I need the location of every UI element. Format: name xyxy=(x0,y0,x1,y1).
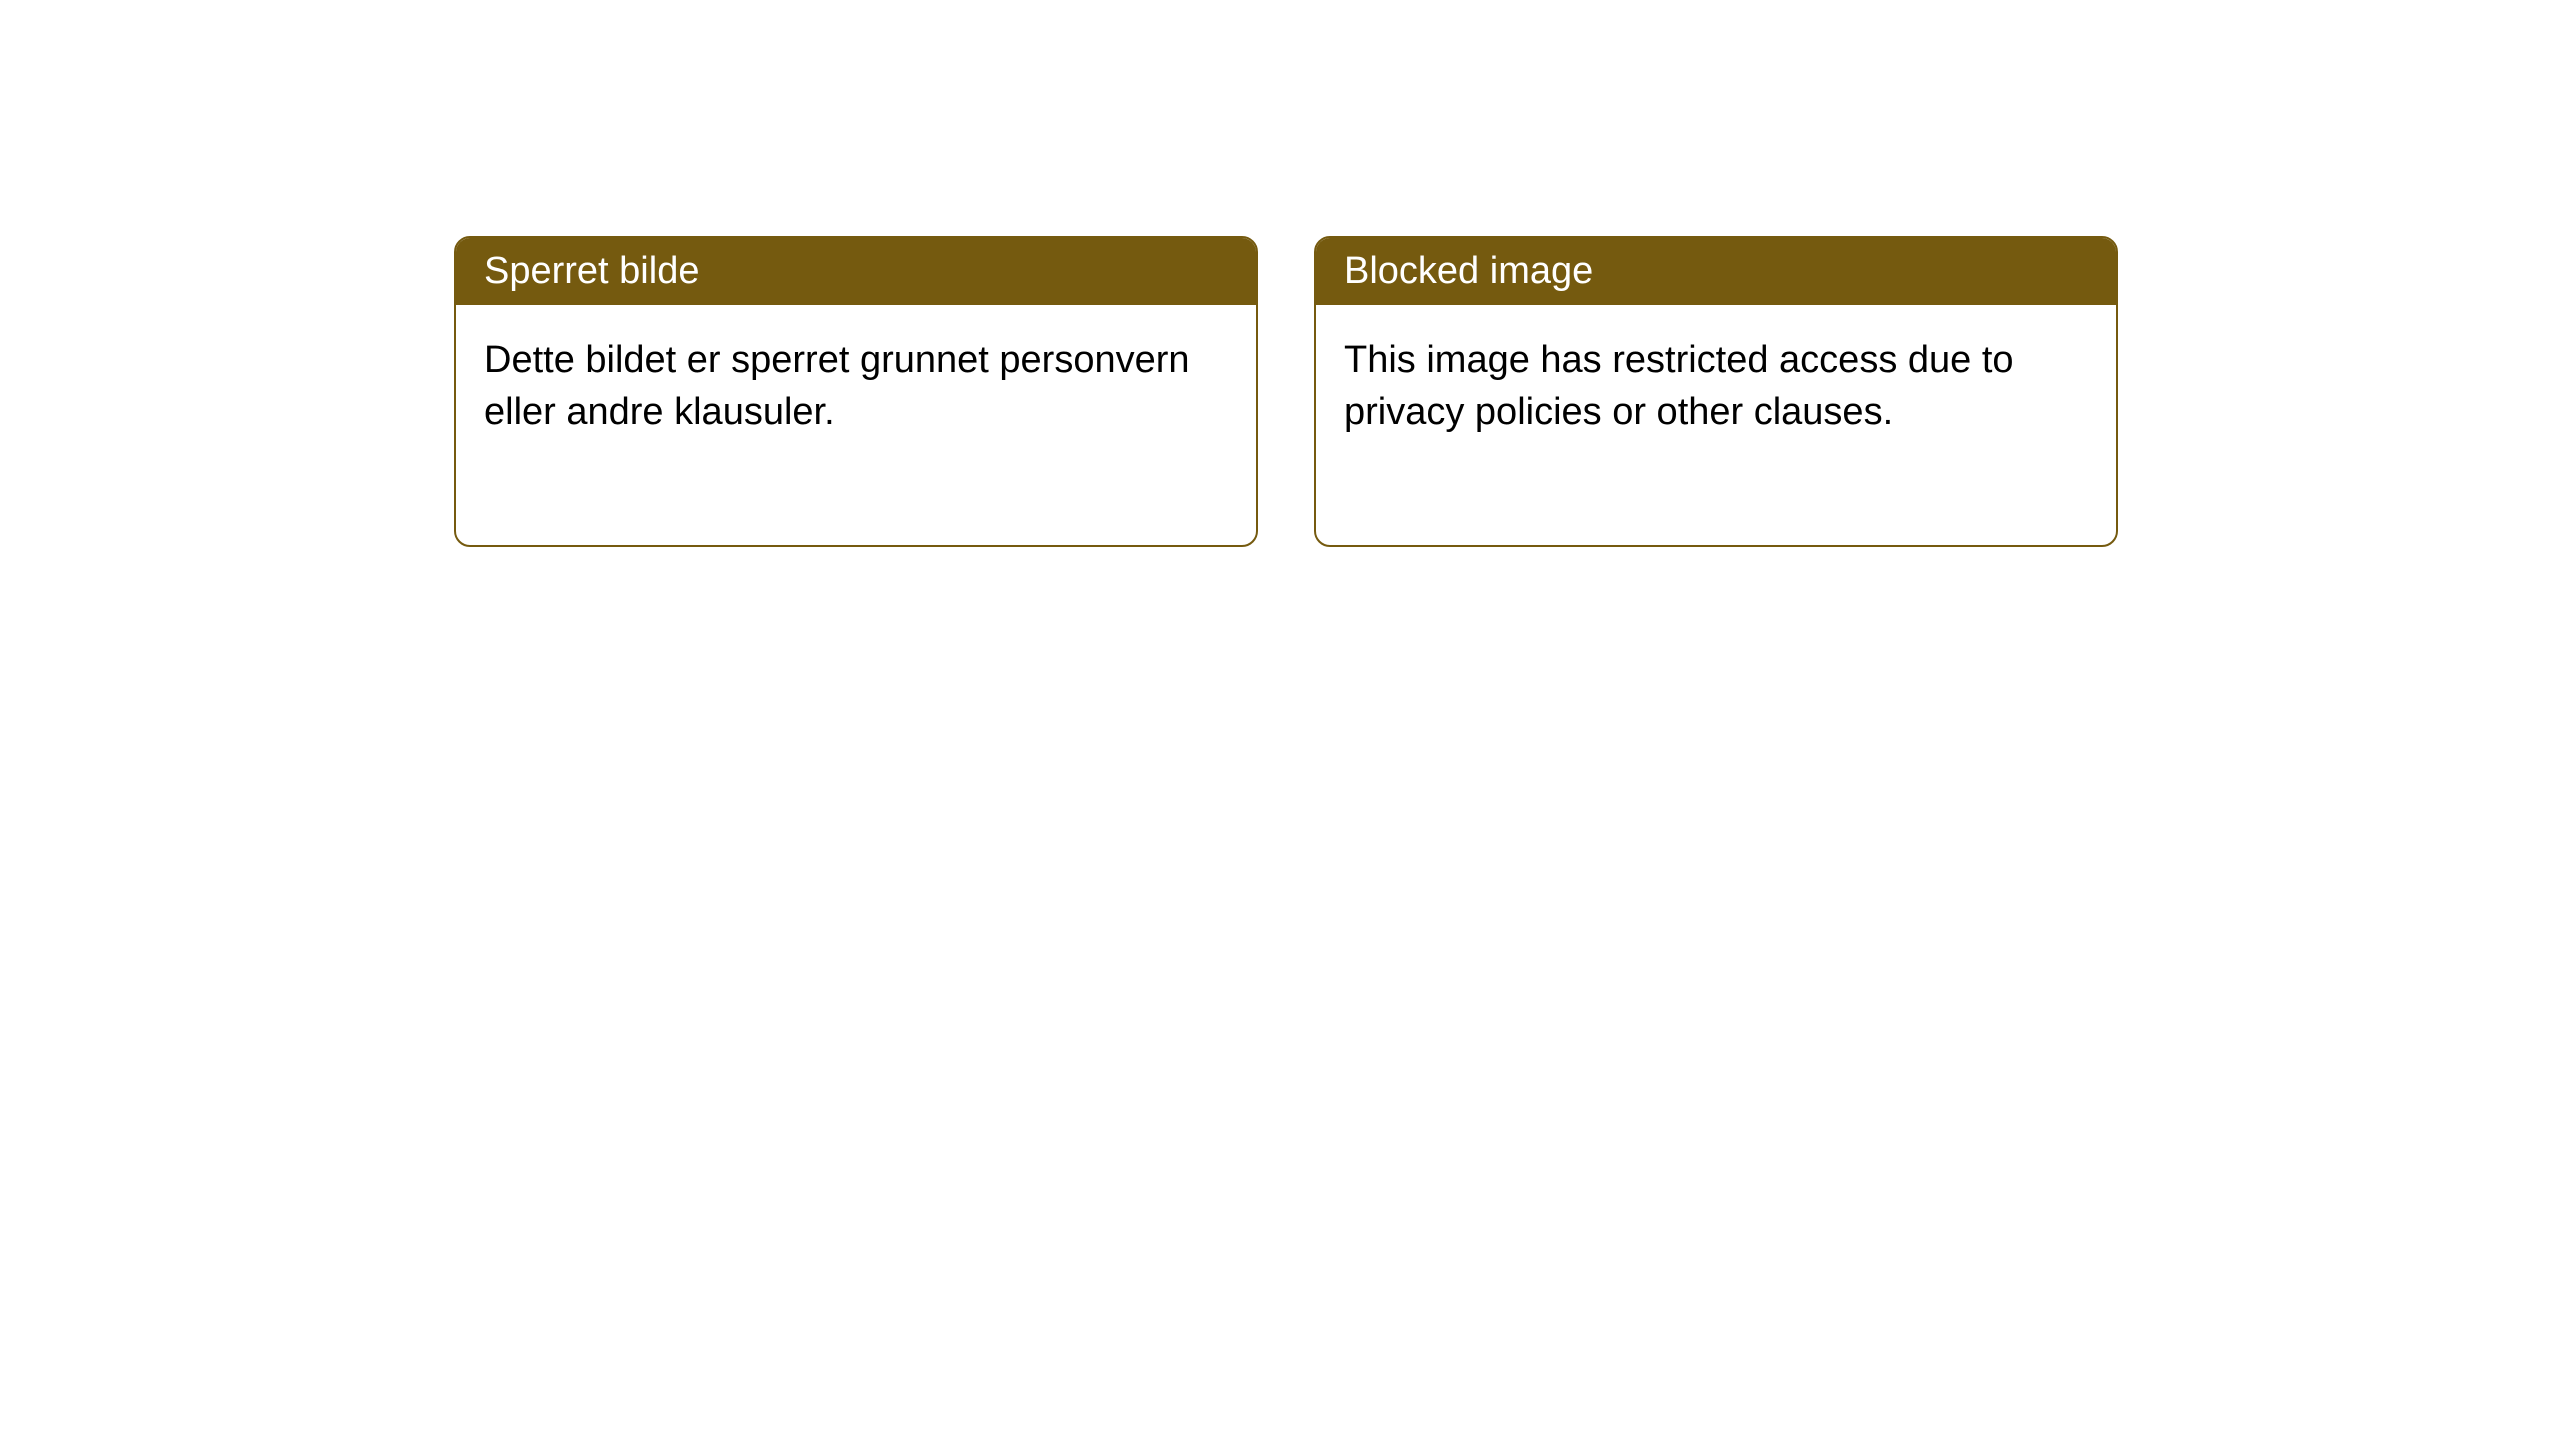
notice-body-norwegian: Dette bildet er sperret grunnet personve… xyxy=(456,305,1256,545)
notice-body-text: Dette bildet er sperret grunnet personve… xyxy=(484,339,1190,433)
notice-title: Blocked image xyxy=(1344,250,1593,292)
notice-header-norwegian: Sperret bilde xyxy=(456,238,1256,305)
notice-body-english: This image has restricted access due to … xyxy=(1316,305,2116,545)
notice-card-english: Blocked image This image has restricted … xyxy=(1314,236,2118,547)
notice-header-english: Blocked image xyxy=(1316,238,2116,305)
notice-body-text: This image has restricted access due to … xyxy=(1344,339,2014,433)
notice-cards-container: Sperret bilde Dette bildet er sperret gr… xyxy=(454,236,2118,547)
notice-title: Sperret bilde xyxy=(484,250,699,292)
notice-card-norwegian: Sperret bilde Dette bildet er sperret gr… xyxy=(454,236,1258,547)
